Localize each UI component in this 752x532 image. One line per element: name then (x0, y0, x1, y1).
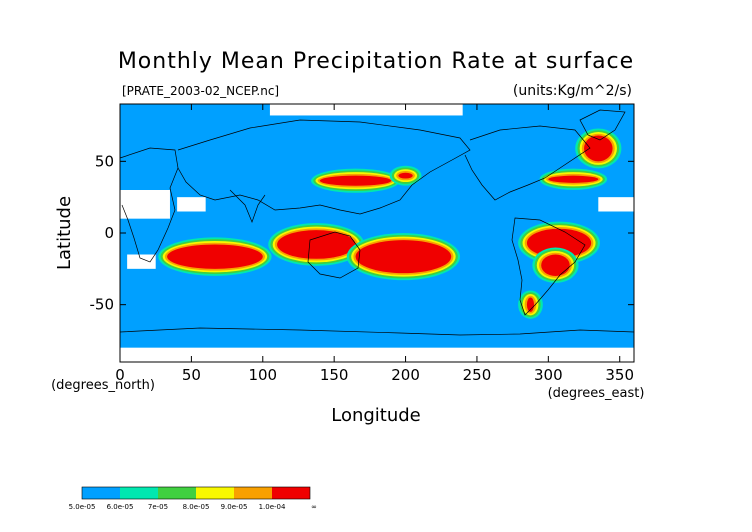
legend-label-0: 5.0e-05 (69, 503, 96, 511)
missing-region-1 (177, 197, 206, 212)
precip-contour-8-5 (584, 135, 613, 162)
x-tick-label-50: 50 (182, 366, 201, 384)
coast-north-america (464, 125, 591, 201)
precip-contour-3-5 (526, 228, 592, 258)
x-axis: 0 50 100 150 200 250 300 350 (115, 104, 634, 384)
plot-area (119, 103, 635, 363)
legend-label-4: 9.0e-05 (221, 503, 248, 511)
missing-region-0 (120, 190, 170, 219)
precip-region-4 (532, 247, 579, 284)
y-tick-label-0: 0 (104, 224, 114, 242)
precip-region-2 (346, 233, 461, 281)
missing-region-3 (120, 347, 634, 362)
coast-africa (119, 147, 179, 263)
x-tick-label-350: 350 (605, 366, 634, 384)
y-axis: -50 0 50 (90, 152, 634, 314)
x-axis-title: Longitude (331, 405, 421, 426)
coast-south-america (511, 217, 586, 316)
precip-regions (158, 128, 622, 319)
legend-swatch-4 (234, 487, 272, 499)
legend-swatch-1 (120, 487, 158, 499)
legend-label-5: 1.0e-04 (259, 503, 286, 511)
precip-contour-4-5 (541, 254, 570, 276)
legend-label-6: ∞ (311, 503, 317, 511)
precip-contour-1-5 (277, 230, 356, 259)
precip-contour-6-5 (398, 172, 413, 179)
missing-region-5 (269, 104, 463, 116)
legend-swatch-0 (82, 487, 120, 499)
precip-region-7 (539, 168, 608, 190)
precip-region-0 (158, 237, 272, 276)
legend-swatch-5 (272, 487, 310, 499)
x-tick-label-200: 200 (391, 366, 420, 384)
missing-region-4 (598, 197, 634, 212)
precip-region-9 (518, 290, 543, 319)
y-axis-title: Latitude (54, 196, 75, 270)
coast-antarctica (119, 327, 635, 336)
legend-label-3: 8.0e-05 (183, 503, 210, 511)
chart-title: Monthly Mean Precipitation Rate at surfa… (118, 49, 634, 74)
legend-label-2: 7e-05 (148, 503, 168, 511)
missing-data-regions (120, 104, 634, 362)
precip-contour-2-5 (355, 240, 452, 274)
missing-region-2 (127, 254, 156, 269)
legend-swatch-2 (158, 487, 196, 499)
x-tick-label-300: 300 (534, 366, 563, 384)
color-legend: 5.0e-05 6.0e-05 7e-05 8.0e-05 9.0e-05 1.0e-04… (69, 486, 317, 511)
x-tick-label-250: 250 (463, 366, 492, 384)
precip-contour-9-5 (526, 297, 535, 312)
legend-swatch-3 (196, 487, 234, 499)
x-unit-label: (degrees_east) (548, 386, 645, 401)
x-tick-label-100: 100 (248, 366, 277, 384)
precip-region-1 (268, 223, 365, 266)
coast-india (229, 189, 266, 223)
y-unit-label: (degrees_north) (51, 378, 155, 393)
x-tick-label-150: 150 (320, 366, 349, 384)
coastlines (119, 109, 635, 336)
chart-subtitle-left: [PRATE_2003-02_NCEP.nc] (122, 84, 279, 98)
precip-contour-0-5 (167, 244, 263, 269)
y-tick-label-50: 50 (95, 152, 114, 170)
x-tick-label-0: 0 (115, 366, 125, 384)
y-tick-label--50: -50 (90, 296, 115, 314)
precip-region-8 (575, 128, 622, 169)
precip-contour-5-5 (319, 175, 392, 186)
precip-contour-7-5 (548, 175, 599, 183)
legend-label-1: 6.0e-05 (107, 503, 134, 511)
coast-australia (307, 231, 361, 279)
chart-subtitle-right: (units:Kg/m^2/s) (513, 83, 632, 99)
coast-greenland (579, 109, 626, 141)
precip-region-5 (311, 168, 401, 193)
precip-region-6 (389, 165, 422, 186)
legend-frame (81, 486, 311, 500)
